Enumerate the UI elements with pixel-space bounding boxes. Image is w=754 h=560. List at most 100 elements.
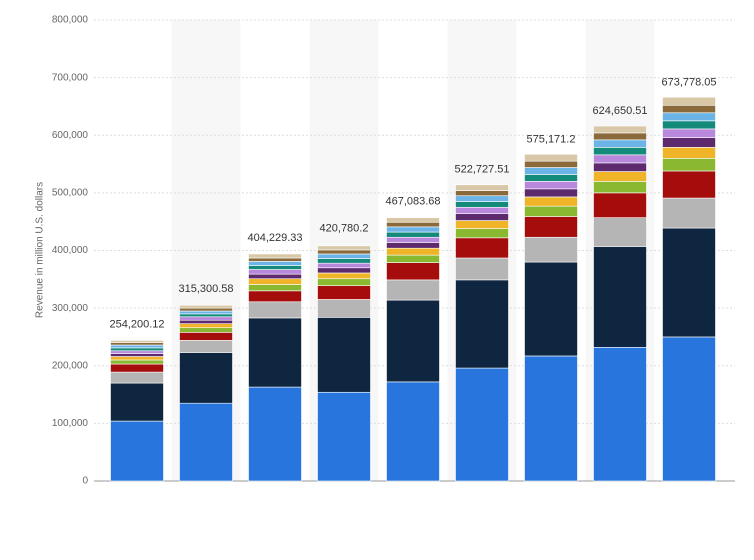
total-label: 420,780.2 <box>320 222 369 234</box>
bar-segment <box>317 262 371 269</box>
bar-segment <box>524 205 578 217</box>
bar-segment <box>593 347 647 482</box>
bar-segment <box>662 137 716 148</box>
bar-segment <box>662 170 716 199</box>
bar-segment <box>110 356 164 361</box>
bar-segment <box>179 313 233 318</box>
bar-segment <box>110 371 164 384</box>
total-label: 522,727.51 <box>454 164 509 176</box>
bar-segment <box>662 158 716 172</box>
bar-segment <box>179 327 233 333</box>
bar-segment <box>179 304 233 309</box>
y-tick-label: 700,000 <box>52 72 89 83</box>
bar-segment <box>179 352 233 404</box>
total-label: 467,083.68 <box>385 196 440 208</box>
bar-segment <box>386 217 440 223</box>
bar-segment <box>386 254 440 263</box>
total-label: 254,200.12 <box>109 318 164 330</box>
bar-segment <box>455 228 509 239</box>
bar-segment <box>248 273 302 280</box>
bar-segment <box>524 167 578 175</box>
bar-segment <box>455 201 509 208</box>
bar-segment <box>593 125 647 134</box>
bar-segment <box>455 237 509 259</box>
total-label: 673,778.05 <box>661 77 716 89</box>
y-tick-label: 500,000 <box>52 188 89 199</box>
bar-segment <box>455 190 509 197</box>
bar-segment <box>317 391 371 482</box>
y-tick-label: 100,000 <box>52 418 89 429</box>
bar-segment <box>593 181 647 194</box>
bar-segment <box>662 147 716 159</box>
bar-segment <box>386 262 440 281</box>
bar-segment <box>179 402 233 482</box>
bar-segment <box>179 332 233 341</box>
bar-segment <box>524 160 578 168</box>
bar-segment <box>179 323 233 329</box>
bar-segment <box>455 213 509 221</box>
bar-segment <box>662 336 716 482</box>
bar-segment <box>317 278 371 286</box>
bar-segment <box>593 139 647 148</box>
bar-segment <box>110 344 164 349</box>
bar-segment <box>317 299 371 318</box>
bar-segment <box>179 310 233 315</box>
bar-segment <box>386 242 440 249</box>
bar-segment <box>524 355 578 482</box>
bar-segment <box>179 340 233 353</box>
bar-segment <box>593 147 647 156</box>
y-tick-label: 200,000 <box>52 360 89 371</box>
bar-segment <box>455 257 509 281</box>
bar-segment <box>317 272 371 280</box>
bar-segment <box>248 386 302 482</box>
bar-segment <box>524 181 578 190</box>
bar-segment <box>455 184 509 191</box>
bar-segment <box>386 247 440 256</box>
bar-segment <box>317 258 371 264</box>
bar-segment <box>248 284 302 292</box>
bar-segment <box>110 382 164 422</box>
bar-segment <box>524 188 578 198</box>
y-tick-label: 0 <box>82 476 88 487</box>
bar-segment <box>593 154 647 164</box>
bar-segment <box>248 290 302 303</box>
bar-segment <box>455 367 509 482</box>
bar-segment <box>593 246 647 348</box>
total-label: 315,300.58 <box>178 283 233 295</box>
y-axis-title: Revenue in million U.S. dollars <box>35 182 46 318</box>
bar-segment <box>662 227 716 338</box>
bar-segment <box>455 279 509 369</box>
bar-segment <box>317 267 371 274</box>
bar-segment <box>386 231 440 238</box>
bar-segment <box>593 162 647 172</box>
bar-segment <box>524 196 578 207</box>
bar-segment <box>317 253 371 259</box>
bar-segment <box>110 340 164 343</box>
bar-segment <box>248 257 302 262</box>
bar-segment <box>317 317 371 393</box>
bar-segment <box>524 236 578 263</box>
bar-segment <box>455 220 509 229</box>
bar-segment <box>524 153 578 162</box>
bar-segment <box>317 249 371 255</box>
bar-segment <box>455 195 509 202</box>
bar-segment <box>317 285 371 300</box>
bar-segment <box>248 253 302 259</box>
bar-segment <box>179 307 233 312</box>
bar-segment <box>386 221 440 228</box>
bar-segment <box>317 245 371 251</box>
bar-segment <box>386 279 440 301</box>
total-label: 624,650.51 <box>592 105 647 117</box>
total-label: 575,171.2 <box>527 133 576 145</box>
bar-segment <box>248 269 302 275</box>
y-tick-label: 400,000 <box>52 245 89 256</box>
bar-segment <box>386 226 440 233</box>
bar-segment <box>593 192 647 218</box>
bar-segment <box>110 347 164 352</box>
bar-segment <box>662 104 716 114</box>
bar-segment <box>248 317 302 388</box>
total-label: 404,229.33 <box>247 232 302 244</box>
bar-segment <box>662 197 716 229</box>
bar-segment <box>593 132 647 141</box>
